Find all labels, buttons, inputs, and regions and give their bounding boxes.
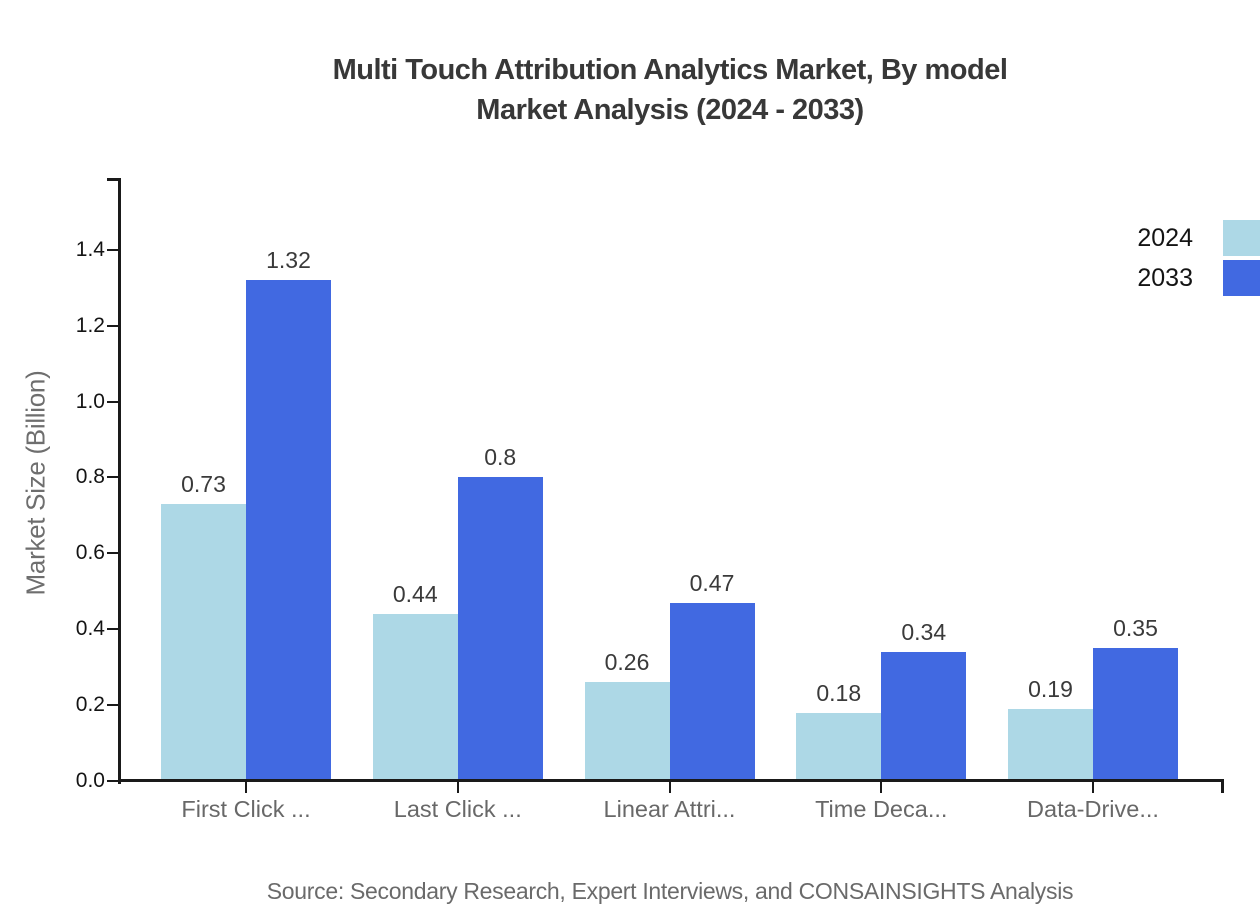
legend-label-2033: 2033 bbox=[1137, 264, 1193, 292]
x-tick bbox=[1092, 782, 1094, 793]
y-axis-spine bbox=[118, 178, 121, 784]
x-category-label: Time Deca... bbox=[815, 796, 948, 822]
bar-value-label: 0.8 bbox=[484, 444, 517, 471]
chart-title-line2: Market Analysis (2024 - 2033) bbox=[476, 94, 864, 126]
bar-value-label: 0.19 bbox=[1028, 675, 1073, 702]
x-tick bbox=[668, 782, 671, 793]
y-tick-label: 0.6 bbox=[75, 541, 105, 565]
bar-2024 bbox=[584, 682, 670, 781]
x-category-label: Last Click ... bbox=[393, 796, 522, 822]
bar-value-label: 0.35 bbox=[1113, 615, 1158, 642]
x-category-label: Linear Attri... bbox=[603, 796, 736, 822]
y-tick-label: 0.2 bbox=[75, 693, 105, 717]
y-tick-label: 1.2 bbox=[75, 313, 105, 337]
bar-2033 bbox=[246, 280, 331, 781]
y-tick bbox=[107, 552, 120, 555]
y-tick bbox=[107, 704, 120, 707]
x-category-label: Data-Drive... bbox=[1027, 796, 1159, 822]
bar-value-label: 0.18 bbox=[816, 679, 862, 706]
y-tick-label: 1.4 bbox=[75, 237, 105, 261]
y-tick bbox=[107, 628, 120, 631]
bar-2024 bbox=[161, 503, 246, 781]
y-axis-top-cap bbox=[107, 178, 121, 181]
y-tick-label: 0.4 bbox=[75, 617, 105, 641]
bar-2033 bbox=[669, 602, 755, 781]
legend-swatch-2033 bbox=[1223, 260, 1260, 296]
bar-value-label: 1.32 bbox=[266, 247, 311, 274]
x-tick bbox=[456, 782, 459, 793]
x-axis-spine bbox=[118, 779, 1224, 782]
bar-2024 bbox=[372, 614, 458, 781]
bar-2033 bbox=[1093, 648, 1178, 781]
y-tick-label: 0.8 bbox=[75, 465, 105, 489]
y-tick-label: 1.0 bbox=[75, 389, 105, 413]
y-tick bbox=[107, 476, 120, 479]
chart-title: Multi Touch Attribution Analytics Market… bbox=[80, 50, 1260, 130]
legend-label-2024: 2024 bbox=[1137, 224, 1193, 252]
bar-2033 bbox=[881, 651, 967, 781]
legend-swatch-2024 bbox=[1223, 220, 1260, 256]
x-tick bbox=[245, 782, 247, 793]
source-note: Source: Secondary Research, Expert Inter… bbox=[266, 878, 1074, 904]
bar-value-label: 0.34 bbox=[901, 618, 947, 645]
x-category-label: First Click ... bbox=[181, 796, 311, 822]
bar-2033 bbox=[457, 477, 543, 781]
y-tick bbox=[107, 780, 120, 782]
bar-2024 bbox=[1008, 708, 1093, 781]
x-axis-end-cap bbox=[1221, 779, 1224, 793]
bar-value-label: 0.44 bbox=[392, 581, 438, 608]
bar-2024 bbox=[796, 712, 882, 781]
y-tick bbox=[107, 400, 120, 403]
y-tick bbox=[107, 324, 120, 327]
chart-title-line1: Multi Touch Attribution Analytics Market… bbox=[332, 54, 1008, 86]
bar-value-label: 0.73 bbox=[181, 470, 226, 497]
bar-value-label: 0.26 bbox=[604, 649, 650, 676]
bar-value-label: 0.47 bbox=[689, 569, 735, 596]
x-tick bbox=[880, 782, 883, 793]
y-tick-label: 0.0 bbox=[75, 769, 105, 792]
y-tick bbox=[107, 248, 120, 251]
